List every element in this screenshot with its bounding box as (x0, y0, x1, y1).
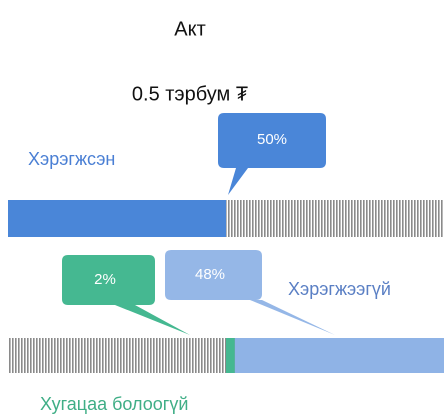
callout-bubble (165, 250, 335, 335)
implemented-label: Хэрэгжсэн (28, 149, 115, 169)
not-due-bar (226, 338, 235, 373)
callout-text: 2% (94, 271, 116, 288)
not-due-callout: 2% (62, 255, 190, 335)
implemented-callout: 50% (218, 113, 326, 195)
callout-text: 50% (257, 131, 287, 148)
not-implemented-callout: 48% (165, 250, 335, 335)
not-implemented-label: Хэрэгжээгүй (288, 279, 391, 299)
callout-bubble (218, 113, 326, 195)
title: Акт (174, 18, 205, 40)
not-implemented-bar (234, 338, 444, 373)
callout-text: 48% (195, 266, 225, 283)
implemented-bar (8, 200, 226, 237)
not-due-label: Хугацаа болоогүй (40, 394, 188, 414)
amount: 0.5 тэрбум ₮ (132, 83, 248, 105)
callout-bubble (62, 255, 190, 335)
